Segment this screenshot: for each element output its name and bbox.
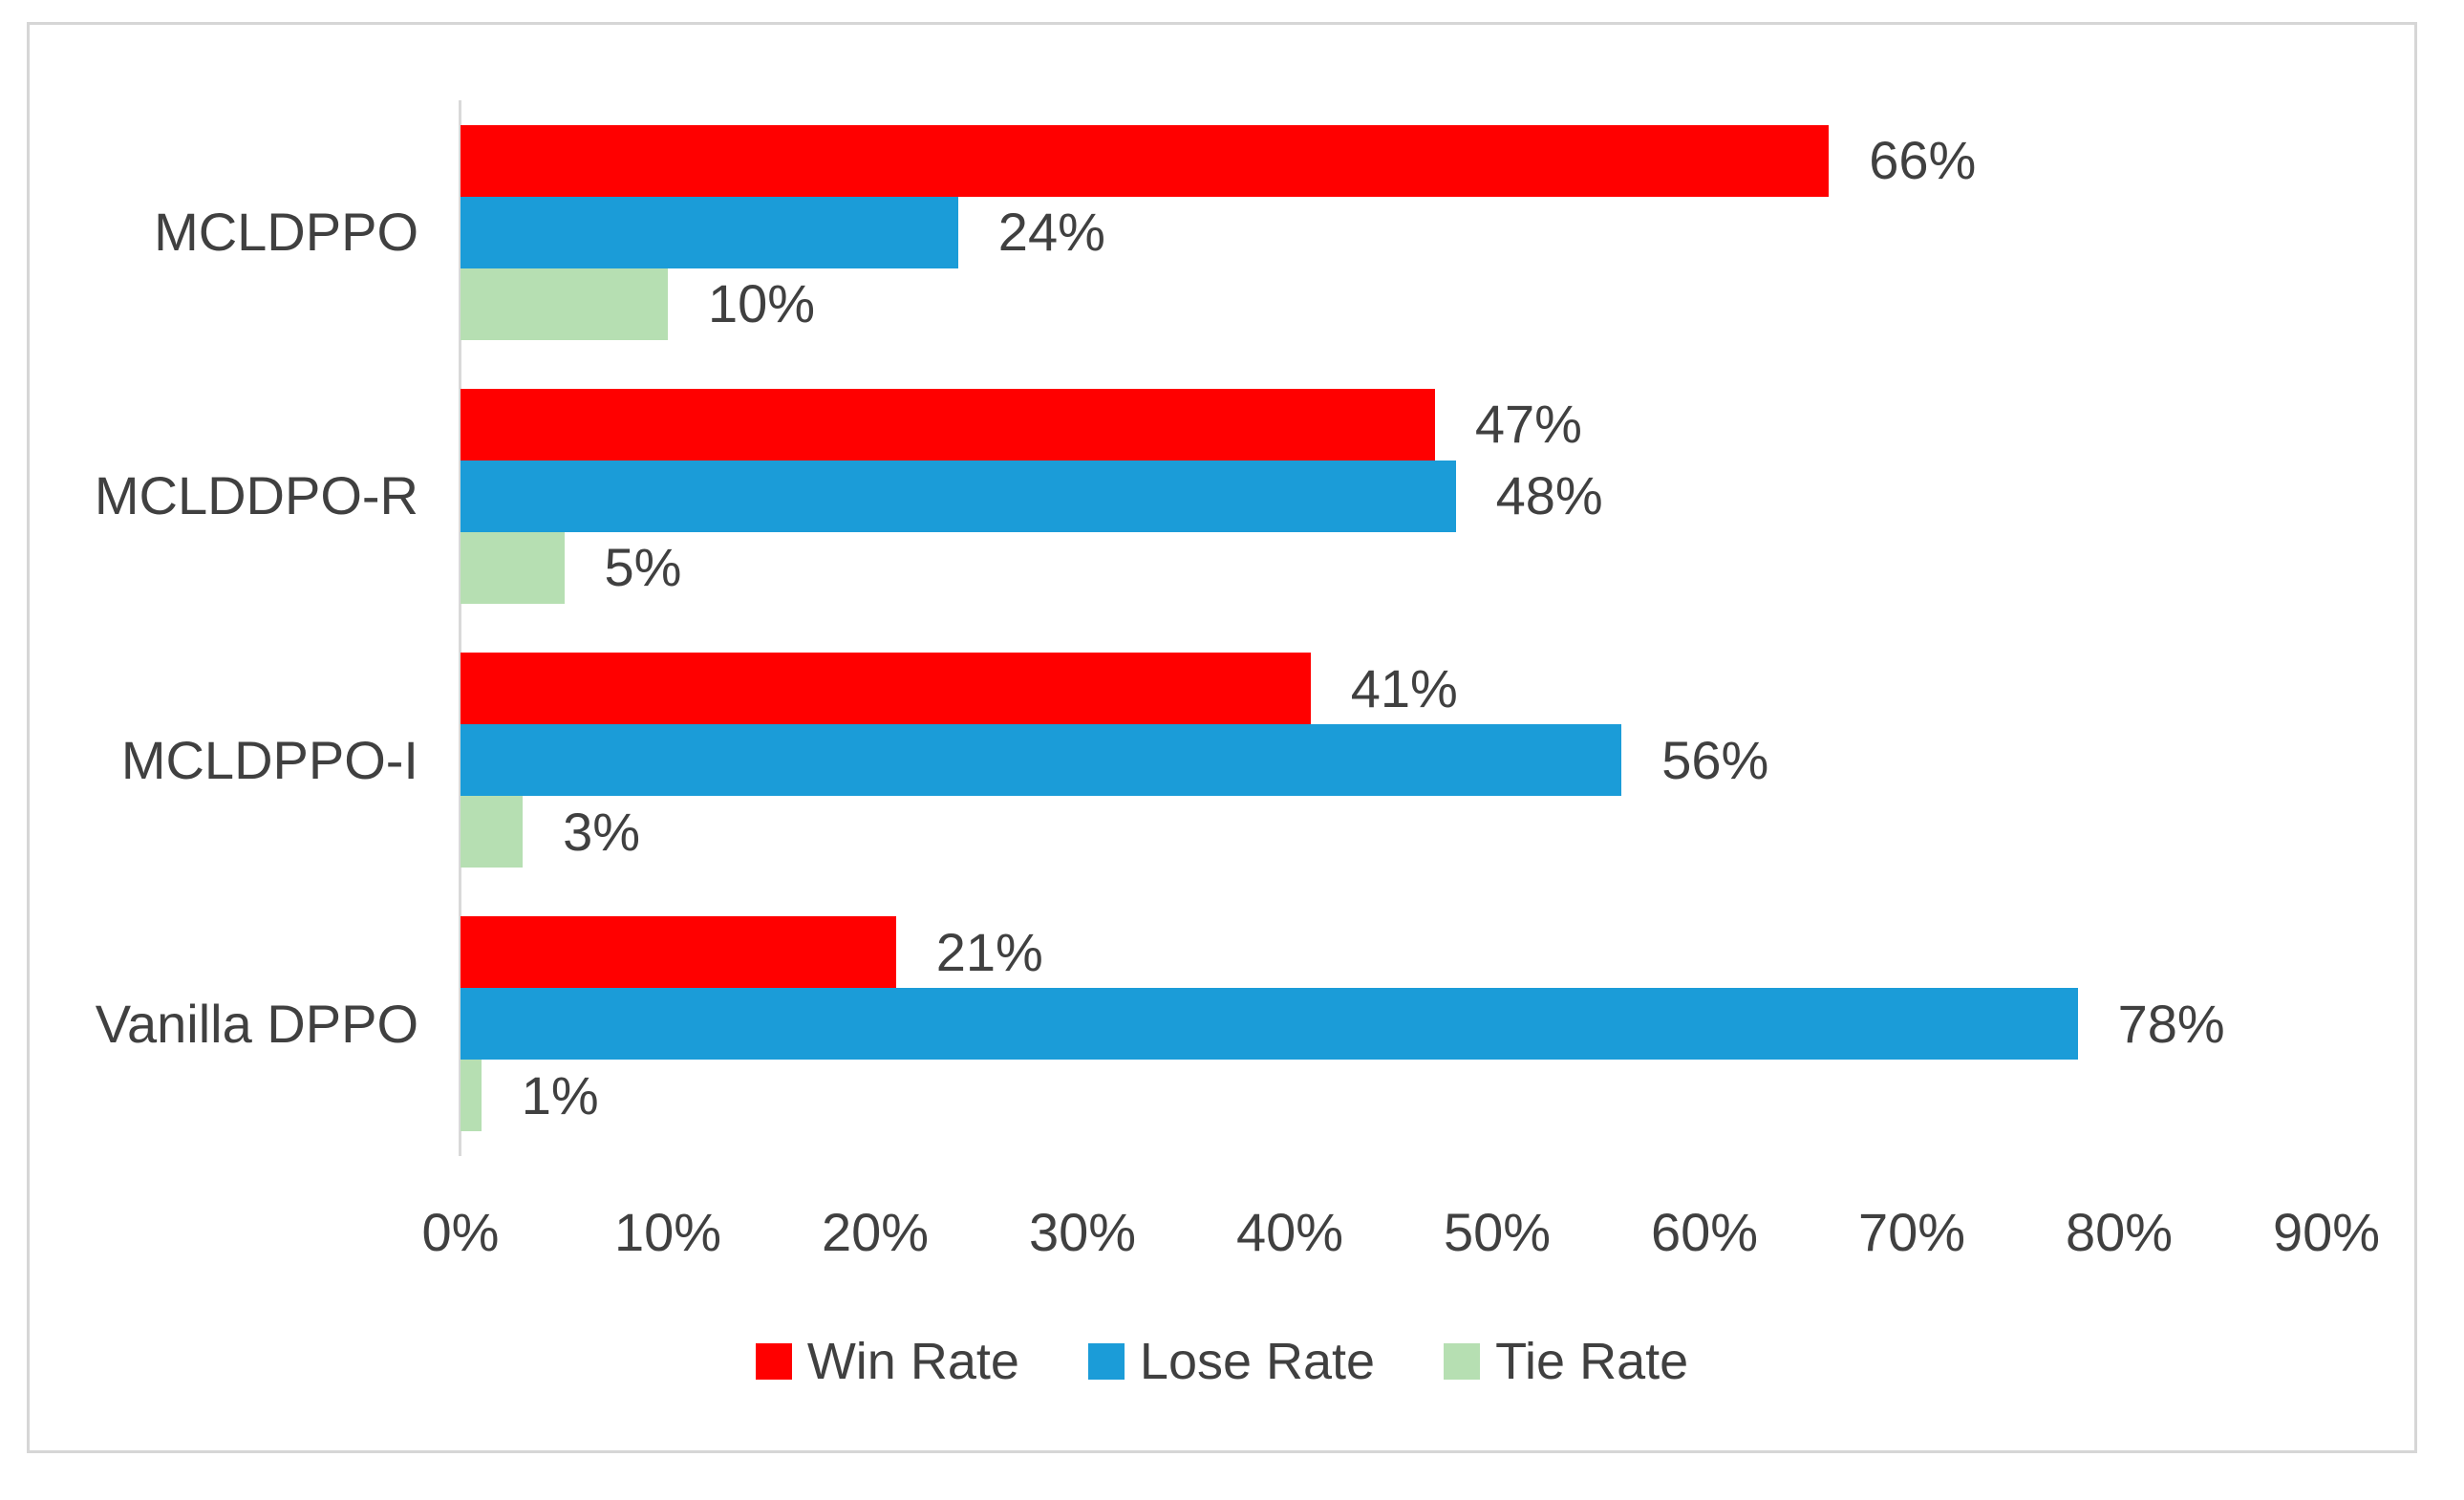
category-label: MCLDPPO-I — [120, 729, 418, 790]
bar-lose-rate — [461, 196, 958, 268]
legend-swatch-icon — [1087, 1343, 1125, 1380]
data-label: 48% — [1495, 465, 1603, 526]
category-label: MCLDDPO-R — [94, 465, 418, 526]
x-tick-label: 60% — [1650, 1202, 1759, 1262]
data-label: 41% — [1350, 657, 1458, 718]
legend-swatch-icon — [1444, 1343, 1481, 1380]
x-tick-label: 40% — [1235, 1202, 1344, 1262]
legend-label: Lose Rate — [1139, 1333, 1376, 1390]
x-tick-label: 20% — [821, 1202, 930, 1262]
legend-item-lose-rate: Lose Rate — [1087, 1333, 1376, 1390]
data-label: 56% — [1661, 729, 1769, 790]
data-label: 78% — [2117, 993, 2225, 1054]
data-label: 1% — [521, 1064, 599, 1125]
bar-tie-rate — [461, 796, 524, 868]
x-tick-label: 30% — [1028, 1202, 1137, 1262]
data-label: 66% — [1869, 130, 1977, 191]
bar-lose-rate — [461, 988, 2078, 1061]
bar-win-rate — [461, 388, 1435, 461]
category-label: MCLDPPO — [154, 202, 418, 263]
legend-label: Win Rate — [806, 1333, 1019, 1390]
data-label: 10% — [708, 273, 816, 334]
bar-tie-rate — [461, 531, 565, 604]
bar-win-rate — [461, 916, 896, 989]
data-label: 24% — [997, 202, 1105, 263]
x-tick-label: 50% — [1443, 1202, 1552, 1262]
data-label: 5% — [604, 537, 682, 598]
x-tick-label: 80% — [2065, 1202, 2174, 1262]
y-axis-line — [459, 100, 461, 1156]
bar-win-rate — [461, 124, 1830, 197]
legend: Win Rate Lose Rate Tie Rate — [27, 1336, 2417, 1387]
legend-swatch-icon — [755, 1343, 792, 1380]
x-tick-label: 10% — [613, 1202, 722, 1262]
legend-label: Tie Rate — [1495, 1333, 1689, 1390]
category-label: Vanilla DPPO — [95, 993, 418, 1054]
legend-item-tie-rate: Tie Rate — [1444, 1336, 1688, 1387]
bar-tie-rate — [461, 1060, 482, 1132]
x-tick-label: 0% — [421, 1202, 500, 1262]
bar-lose-rate — [461, 724, 1622, 797]
bar-win-rate — [461, 653, 1311, 725]
x-tick-label: 90% — [2272, 1202, 2381, 1262]
data-label: 21% — [935, 921, 1043, 982]
bar-lose-rate — [461, 460, 1456, 532]
legend-item-win-rate: Win Rate — [755, 1333, 1019, 1390]
data-label: 47% — [1474, 394, 1582, 455]
bar-tie-rate — [461, 268, 668, 340]
data-label: 3% — [563, 801, 641, 862]
x-tick-label: 70% — [1857, 1202, 1966, 1262]
